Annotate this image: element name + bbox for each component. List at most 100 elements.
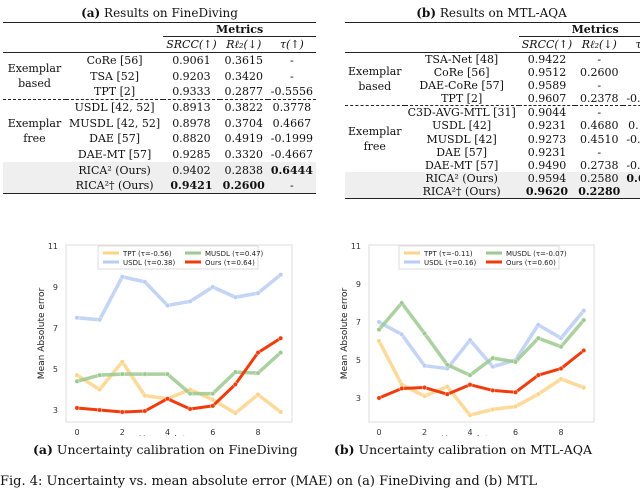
data-point bbox=[558, 344, 564, 350]
table-row: USDL [42] 0.9231 0.4680 0.1556 bbox=[345, 119, 640, 132]
chart-mtl-aqa: 3 5 7 9 11 0 2 4 6 8 Uncertainty ⟶ Mean Absolute er… bbox=[340, 242, 595, 436]
method-name: RICA²† (Ours) bbox=[404, 185, 519, 199]
data-point bbox=[581, 385, 587, 391]
metric-value: - bbox=[290, 69, 294, 83]
metric-value: - bbox=[290, 54, 294, 68]
metric-value: 0.9421 bbox=[163, 178, 220, 194]
data-point bbox=[422, 363, 428, 369]
data-point bbox=[97, 407, 103, 413]
data-point bbox=[119, 371, 125, 377]
metric-value: 0.9402 bbox=[163, 162, 220, 178]
series-line-ours bbox=[76, 336, 282, 414]
data-point bbox=[119, 409, 125, 415]
metric-value: 0.2738 bbox=[580, 159, 619, 173]
data-point bbox=[444, 362, 450, 368]
method-name: DAE [57] bbox=[89, 132, 141, 146]
table-row: TSA [52] 0.9203 0.3420 - bbox=[3, 68, 316, 84]
metrics-header: Metrics bbox=[518, 22, 640, 37]
table-title: (b) Results on MTL-AQA bbox=[416, 6, 567, 20]
method-name: USDL [42] bbox=[432, 119, 492, 133]
column-header: Rℓ₂(↓) bbox=[226, 38, 262, 51]
metric-value: 0.9594 bbox=[518, 172, 576, 186]
y-tick-label: 7 bbox=[356, 318, 361, 327]
data-point bbox=[399, 331, 405, 337]
method-name: RICA² (Ours) bbox=[404, 172, 519, 186]
legend-label: MUSDL (τ=-0.07) bbox=[506, 250, 567, 258]
data-point bbox=[467, 337, 473, 343]
method-name: DAE-MT [57] bbox=[424, 159, 499, 173]
x-tick-label: 8 bbox=[255, 428, 260, 436]
metric-value: -0.5556 bbox=[270, 84, 313, 98]
data-point bbox=[490, 406, 496, 412]
metric-value: - bbox=[623, 79, 640, 92]
column-header: τ(↑) bbox=[623, 37, 640, 53]
metric-value: 0.4680 bbox=[580, 119, 619, 133]
metric-value: - bbox=[597, 145, 602, 159]
table-a: (a) Results on FineDiving Metrics SRCC(↑) R… bbox=[3, 0, 316, 194]
series-line-ours bbox=[378, 349, 585, 400]
metric-value: 0.6444 bbox=[267, 162, 316, 178]
x-tick-label: 2 bbox=[422, 428, 427, 436]
data-point bbox=[255, 350, 261, 356]
data-point bbox=[255, 392, 261, 398]
metric-value: - bbox=[597, 53, 602, 66]
x-tick-label: 6 bbox=[513, 428, 518, 436]
data-point bbox=[376, 319, 382, 325]
chart-a-caption: (a) Uncertainty calibration on FineDivin… bbox=[33, 442, 298, 457]
data-point bbox=[74, 315, 80, 321]
data-point bbox=[581, 317, 587, 323]
data-point bbox=[558, 376, 564, 382]
data-point bbox=[422, 330, 428, 336]
data-point bbox=[376, 395, 382, 401]
data-point bbox=[535, 391, 541, 397]
column-header: Rℓ₂(↓) bbox=[581, 38, 617, 51]
y-tick-label: 9 bbox=[356, 280, 361, 289]
metric-value: -0.4667 bbox=[270, 147, 313, 161]
data-point bbox=[119, 359, 125, 365]
data-point bbox=[399, 300, 405, 306]
chart-finediving: 3 5 7 9 11 0 2 4 6 8 Uncertainty ⟶ Mean Absolute er… bbox=[37, 242, 293, 436]
legend-label: Ours (τ=0.60) bbox=[506, 259, 556, 267]
legend-label: TPT (τ=-0.56) bbox=[122, 250, 172, 258]
method-name: USDL [42, 52] bbox=[65, 99, 164, 116]
table-row: Exemplar based CoRe [56] 0.9061 0.3615 - bbox=[3, 53, 316, 90]
metric-value: -0.4222 bbox=[626, 159, 640, 173]
data-point bbox=[165, 396, 171, 402]
chart-b-caption: (b) Uncertainty calibration on MTL-AQA bbox=[334, 442, 593, 457]
data-point bbox=[210, 391, 216, 397]
metric-value: - bbox=[623, 53, 640, 67]
metric-value: 0.9512 bbox=[527, 66, 567, 80]
x-tick-label: 4 bbox=[165, 428, 170, 436]
metric-value: - bbox=[597, 79, 602, 93]
metric-value: 0.2600 bbox=[219, 178, 268, 194]
group-label: Exemplar free bbox=[3, 99, 66, 163]
data-point bbox=[376, 327, 382, 333]
metric-value: 0.2280 bbox=[575, 185, 624, 199]
x-tick-label: 2 bbox=[120, 428, 125, 436]
x-tick-label: 6 bbox=[210, 428, 215, 436]
data-point bbox=[581, 348, 587, 354]
metric-value: 0.9061 bbox=[172, 54, 211, 68]
method-name: RICA²† (Ours) bbox=[65, 178, 164, 194]
series-line-usdl bbox=[76, 273, 282, 322]
series-line-usdl bbox=[378, 309, 586, 371]
method-name: CoRe [56] bbox=[433, 66, 490, 80]
data-point bbox=[210, 397, 216, 403]
column-header: τ(↑) bbox=[279, 38, 304, 51]
metric-value: 0.9607 bbox=[527, 92, 567, 106]
table-row: DAE-MT [57] 0.9490 0.2738 -0.4222 bbox=[345, 159, 640, 172]
metric-value: 0.9203 bbox=[172, 69, 211, 83]
table-row: DAE-CoRe [57] 0.9589 - - bbox=[345, 79, 640, 92]
data-point bbox=[210, 403, 216, 409]
method-name: MUSDL [42, 52] bbox=[68, 116, 161, 130]
data-point bbox=[232, 369, 238, 375]
metric-value: -0.0667 bbox=[626, 132, 640, 146]
method-name: DAE [57] bbox=[436, 145, 488, 159]
data-point bbox=[490, 364, 496, 370]
data-point bbox=[255, 370, 261, 376]
x-tick-label: 0 bbox=[74, 428, 79, 436]
data-point bbox=[376, 338, 382, 344]
data-point bbox=[535, 322, 541, 328]
metric-value: 0.2580 bbox=[575, 172, 624, 186]
